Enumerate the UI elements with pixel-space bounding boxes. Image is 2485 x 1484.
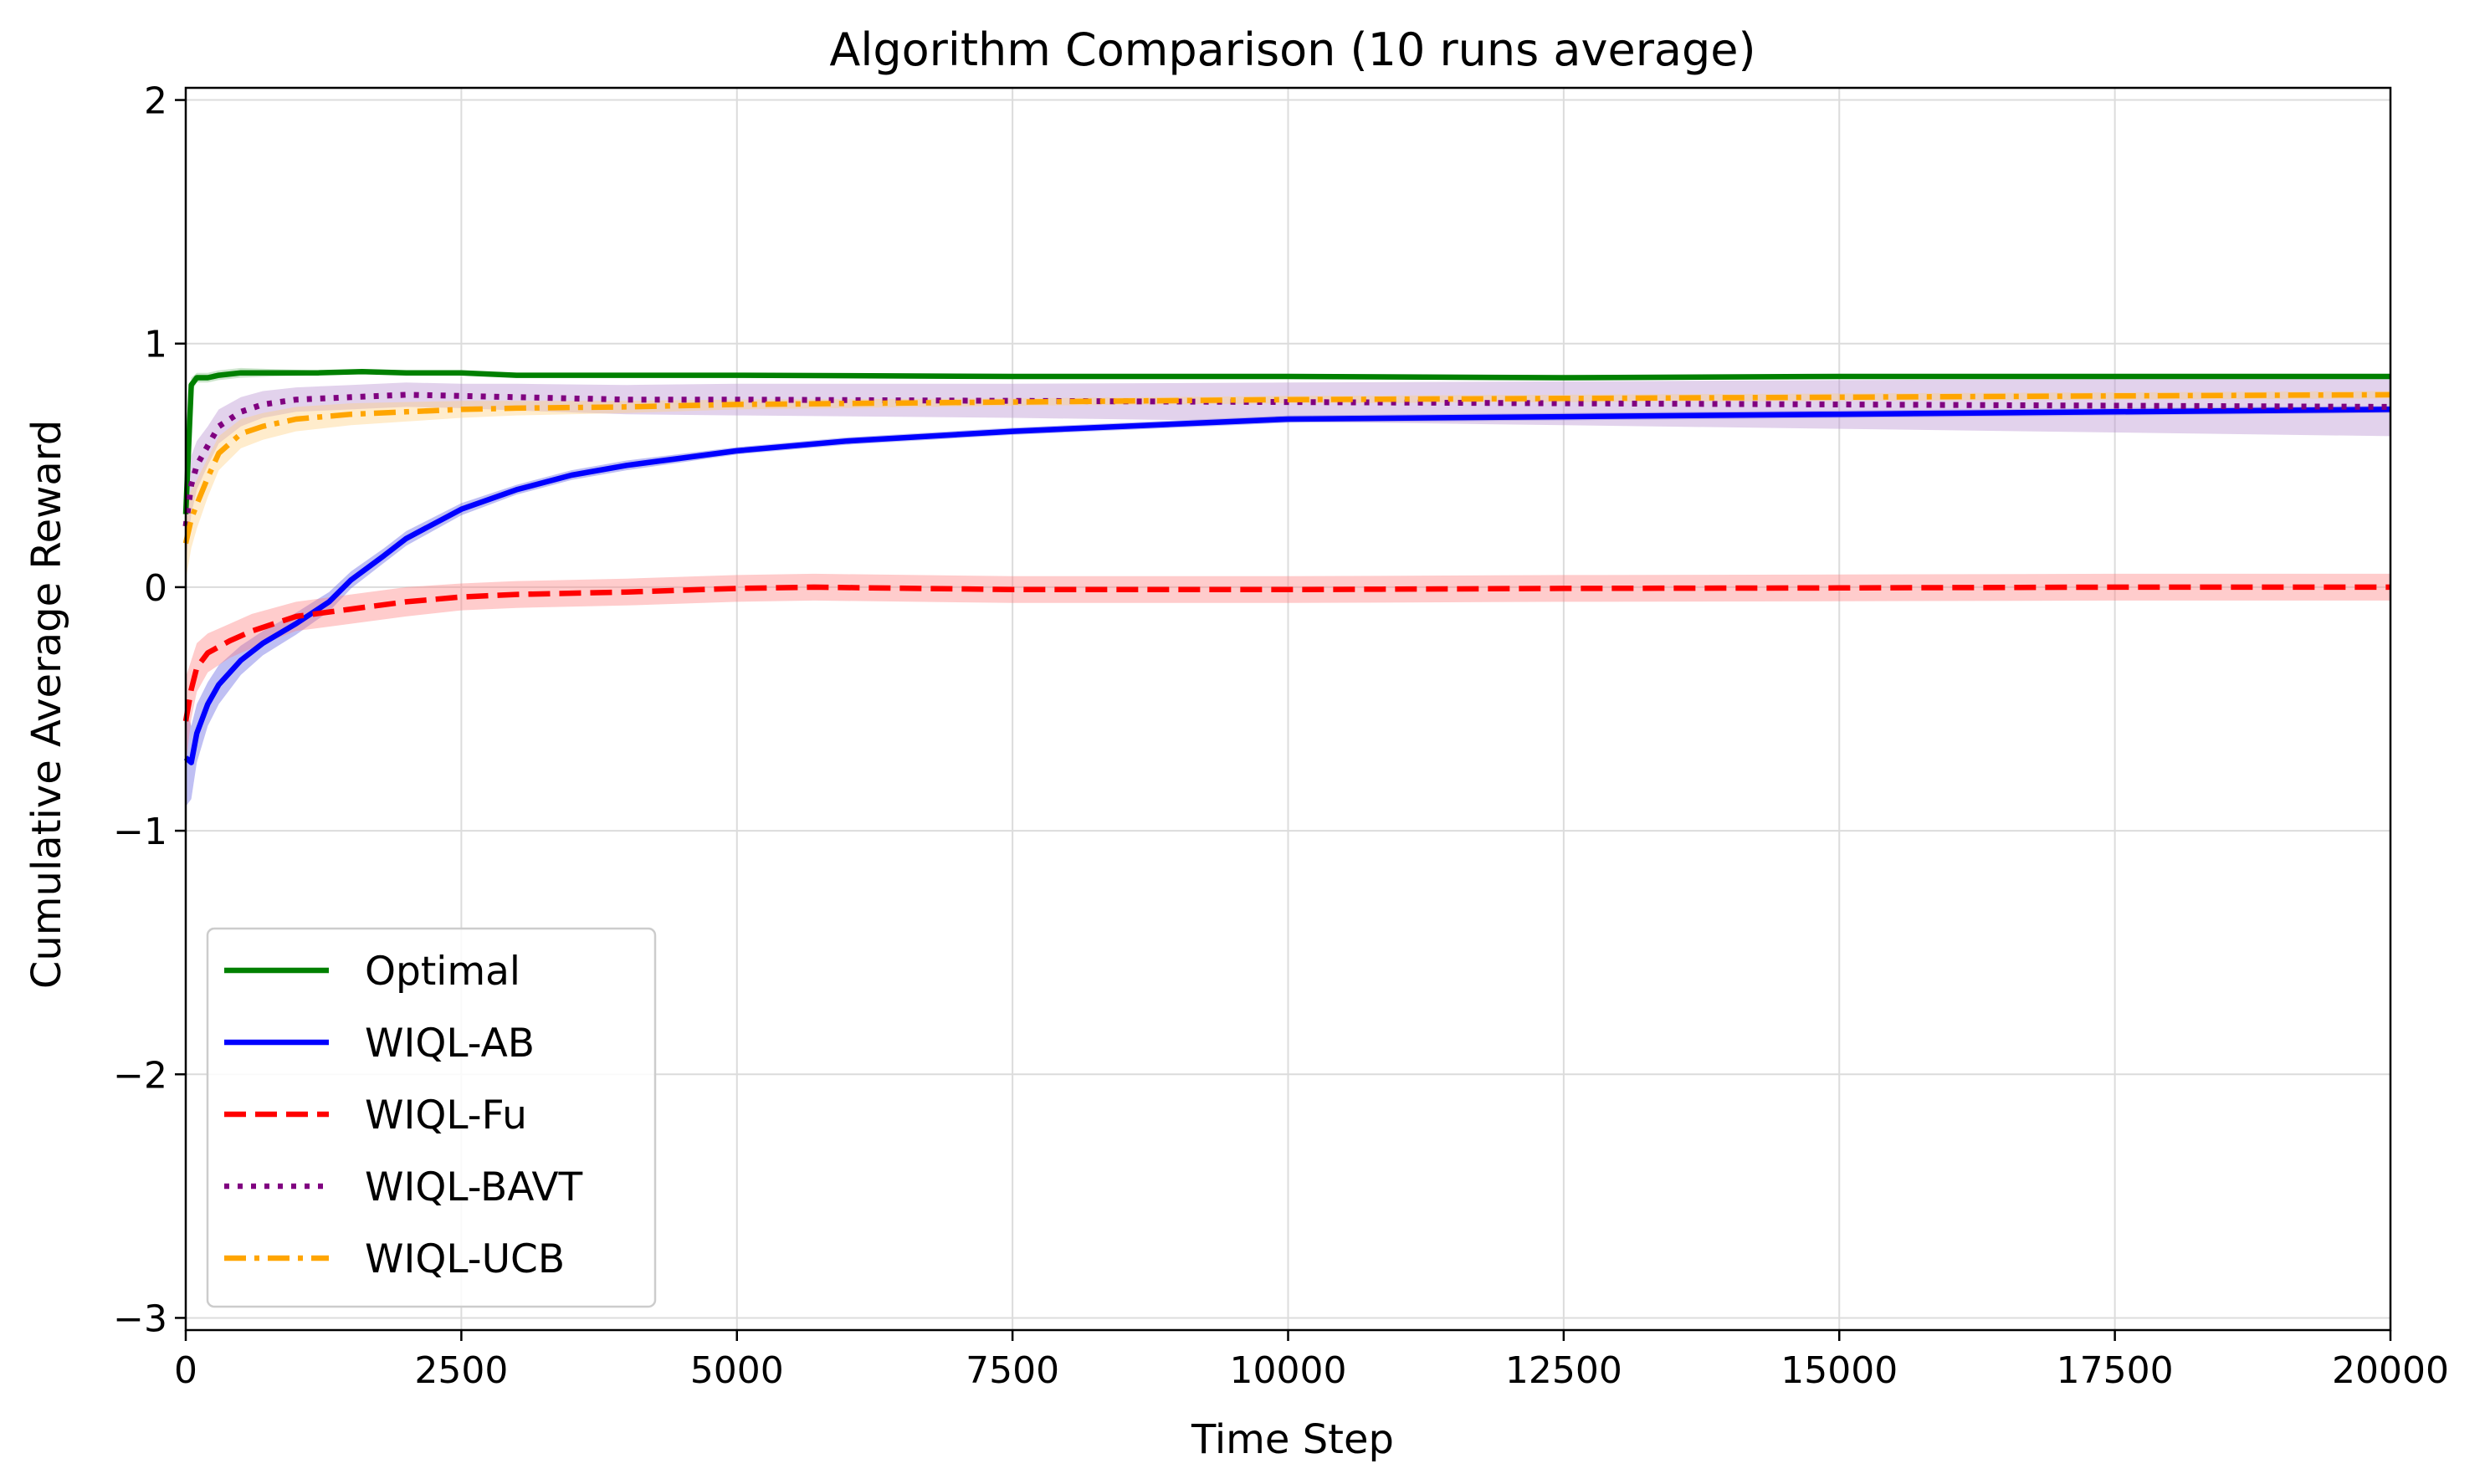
x-tick-label: 5000 xyxy=(690,1349,784,1392)
x-tick-label: 10000 xyxy=(1230,1349,1347,1392)
legend-label: WIQL-Fu xyxy=(365,1093,527,1139)
legend-label: WIQL-AB xyxy=(365,1021,535,1067)
series-line-optimal xyxy=(182,368,2390,514)
legend-label: Optimal xyxy=(365,949,520,995)
y-tick-label: 2 xyxy=(144,80,167,123)
x-tick-label: 0 xyxy=(174,1349,197,1392)
chart-title: Algorithm Comparison (10 runs average) xyxy=(829,23,1755,76)
y-tick-label: −3 xyxy=(113,1297,167,1340)
series-line-wiql-ucb xyxy=(182,391,2391,545)
x-tick-label: 2500 xyxy=(414,1349,508,1392)
x-axis-label: Time Step xyxy=(1191,1416,1394,1463)
y-tick-label: 0 xyxy=(144,567,167,610)
x-tick-label: 7500 xyxy=(966,1349,1059,1392)
band-wiql-fu xyxy=(186,573,2390,765)
y-tick-label: −2 xyxy=(113,1054,167,1097)
x-tick-label: 15000 xyxy=(1780,1349,1898,1392)
x-tick-label: 20000 xyxy=(2332,1349,2449,1392)
series-line-wiql-fu xyxy=(182,584,2390,722)
axis-ticks: 0 2500 5000 7500 10000 12500 15000 17500 20000 −3… xyxy=(113,80,2449,1392)
x-tick-label: 17500 xyxy=(2057,1349,2174,1392)
series-lines xyxy=(182,368,2391,765)
y-axis-label: Cumulative Average Reward xyxy=(23,420,70,989)
legend-box xyxy=(206,927,657,1308)
x-tick-label: 12500 xyxy=(1505,1349,1622,1392)
legend-label: WIQL-UCB xyxy=(365,1236,565,1282)
band-wiql-bavt xyxy=(186,377,2390,563)
legend: Optimal WIQL-AB WIQL-Fu WIQL-BAVT WIQL-UCB xyxy=(206,927,657,1308)
series-line-wiql-ab xyxy=(183,407,2391,765)
y-tick-label: −1 xyxy=(113,811,167,853)
y-tick-label: 1 xyxy=(144,324,167,366)
legend-label: WIQL-BAVT xyxy=(365,1164,583,1210)
